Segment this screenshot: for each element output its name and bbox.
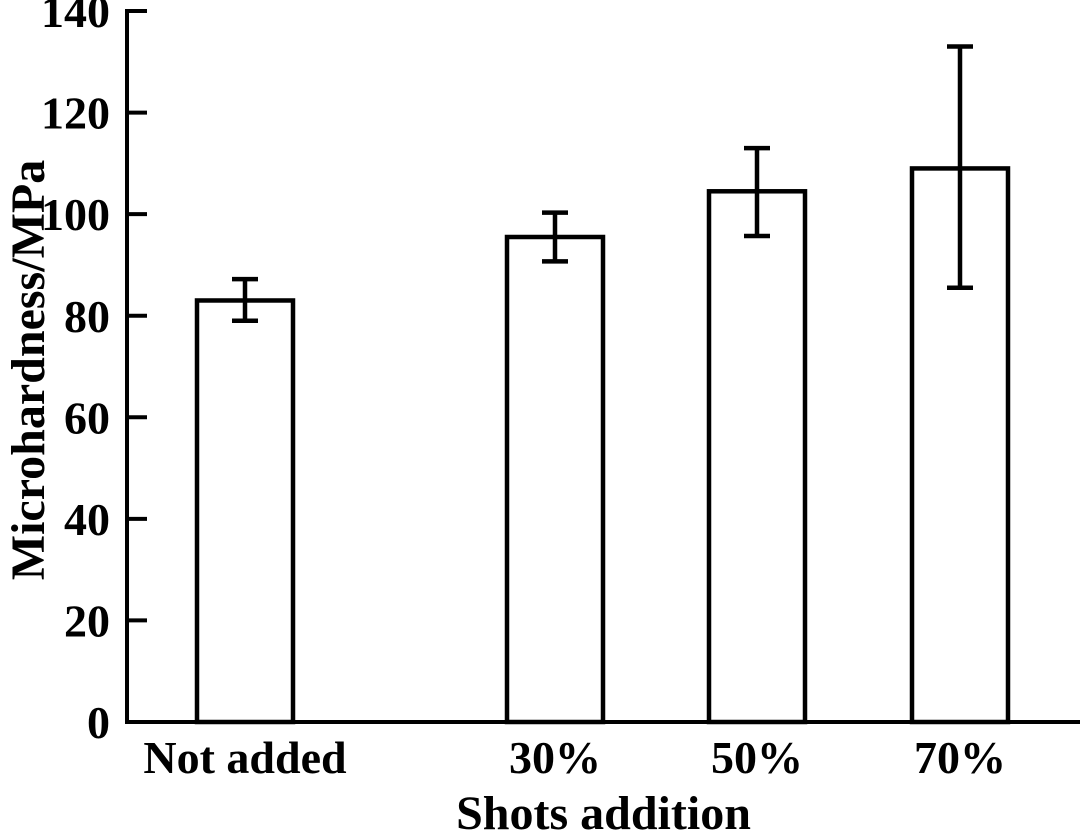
x-category-label-70: 70% — [914, 732, 1006, 783]
x-axis-title: Shots addition — [456, 787, 751, 836]
x-category-label-30: 30% — [509, 732, 601, 783]
y-tick-label: 60 — [64, 392, 110, 443]
y-tick-label: 0 — [87, 697, 110, 748]
y-tick-label: 120 — [41, 88, 110, 139]
y-tick-label: 100 — [41, 189, 110, 240]
y-tick-label: 140 — [41, 0, 110, 37]
bar-30 — [504, 234, 606, 725]
y-tick-label: 20 — [64, 596, 110, 647]
y-tick-label: 40 — [64, 494, 110, 545]
y-axis-title: Microhardness/MPa — [2, 160, 55, 580]
bar-50 — [706, 189, 808, 725]
x-category-label-50: 50% — [711, 732, 803, 783]
y-tick-label: 80 — [64, 291, 110, 342]
bar-not-added — [194, 298, 296, 725]
x-category-label-not-added: Not added — [143, 732, 347, 783]
